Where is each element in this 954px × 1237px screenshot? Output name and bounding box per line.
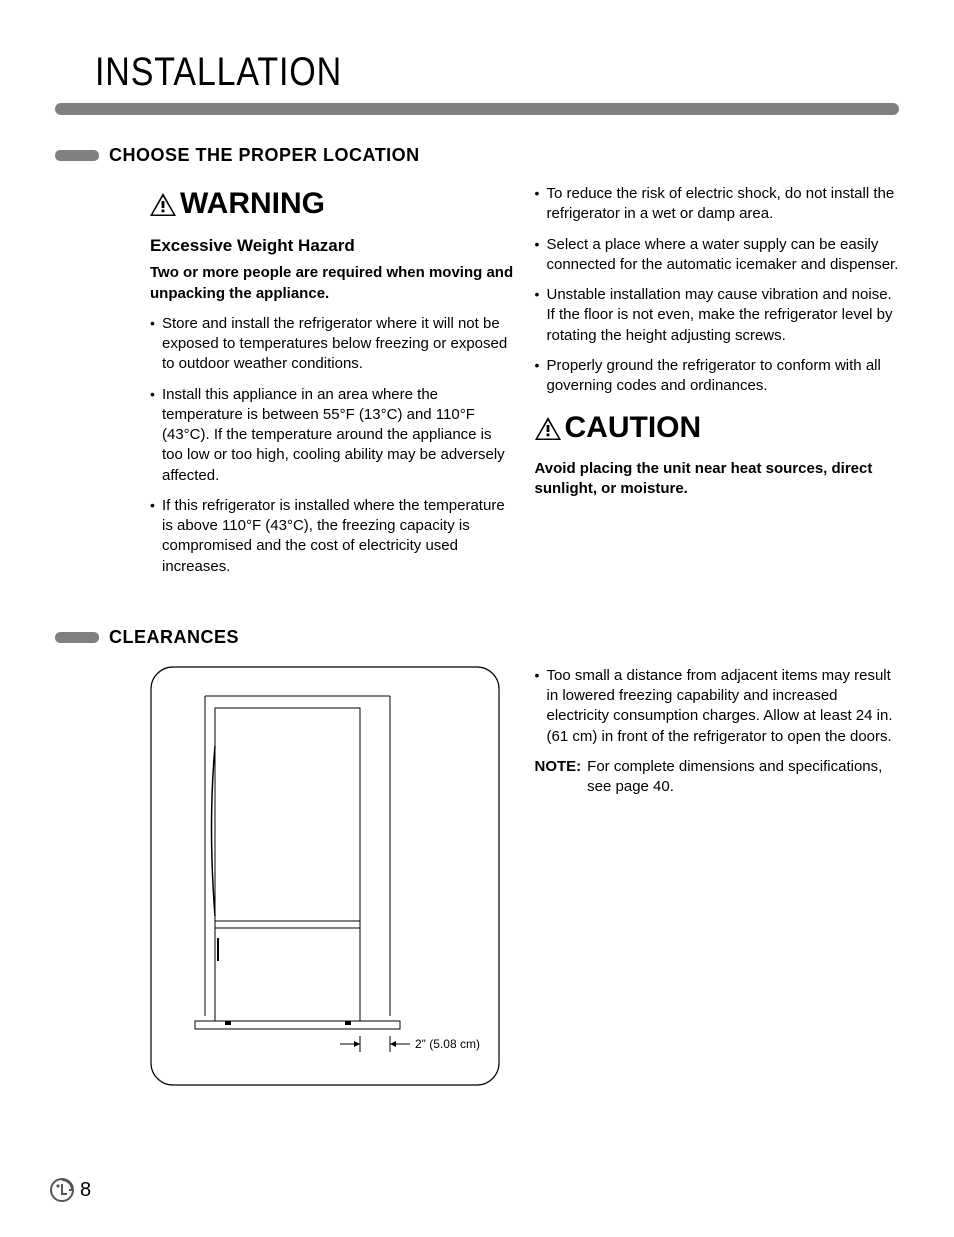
caution-icon (535, 417, 561, 440)
warning-label: WARNING (180, 184, 325, 225)
clearance-bullets: Too small a distance from adjacent items… (535, 666, 900, 747)
warning-intro: Two or more people are required when mov… (150, 263, 515, 304)
caution-label: CAUTION (565, 408, 702, 449)
section-title-clearances: CLEARANCES (109, 627, 239, 648)
warning-bullets-right: To reduce the risk of electric shock, do… (535, 184, 900, 396)
section-header-location: CHOOSE THE PROPER LOCATION (55, 145, 899, 166)
note-label: NOTE: (535, 757, 582, 798)
caution-heading: CAUTION (535, 408, 900, 449)
warning-bullets-left: Store and install the refrigerator where… (150, 314, 515, 577)
lg-logo-icon (50, 1178, 74, 1202)
clearance-diagram: 2" (5.08 cm) (150, 666, 515, 1091)
section-pill (55, 632, 99, 643)
measurement-label: 2" (5.08 cm) (415, 1037, 480, 1051)
list-item: To reduce the risk of electric shock, do… (535, 184, 900, 225)
note-text: For complete dimensions and specificatio… (587, 757, 899, 798)
clearance-text-col: Too small a distance from adjacent items… (535, 666, 900, 1091)
list-item: Properly ground the refrigerator to conf… (535, 356, 900, 397)
warning-icon (150, 193, 176, 216)
warning-heading: WARNING (150, 184, 515, 225)
section-header-clearances: CLEARANCES (55, 627, 899, 648)
warning-subhead: Excessive Weight Hazard (150, 235, 515, 258)
column-left: WARNING Excessive Weight Hazard Two or m… (150, 184, 515, 587)
title-bar (55, 103, 899, 115)
section-title-location: CHOOSE THE PROPER LOCATION (109, 145, 420, 166)
list-item: Unstable installation may cause vibratio… (535, 285, 900, 346)
list-item: Select a place where a water supply can … (535, 235, 900, 276)
list-item: Too small a distance from adjacent items… (535, 666, 900, 747)
page-number: 8 (80, 1179, 91, 1202)
section-pill (55, 150, 99, 161)
clearance-diagram-svg: 2" (5.08 cm) (150, 666, 500, 1086)
list-item: Install this appliance in an area where … (150, 385, 515, 486)
note-line: NOTE: For complete dimensions and specif… (535, 757, 900, 798)
list-item: If this refrigerator is installed where … (150, 496, 515, 577)
caution-text: Avoid placing the unit near heat sources… (535, 459, 900, 500)
page-footer: 8 (50, 1178, 91, 1202)
list-item: Store and install the refrigerator where… (150, 314, 515, 375)
page-title: INSTALLATION (95, 50, 778, 95)
column-right: To reduce the risk of electric shock, do… (535, 184, 900, 587)
